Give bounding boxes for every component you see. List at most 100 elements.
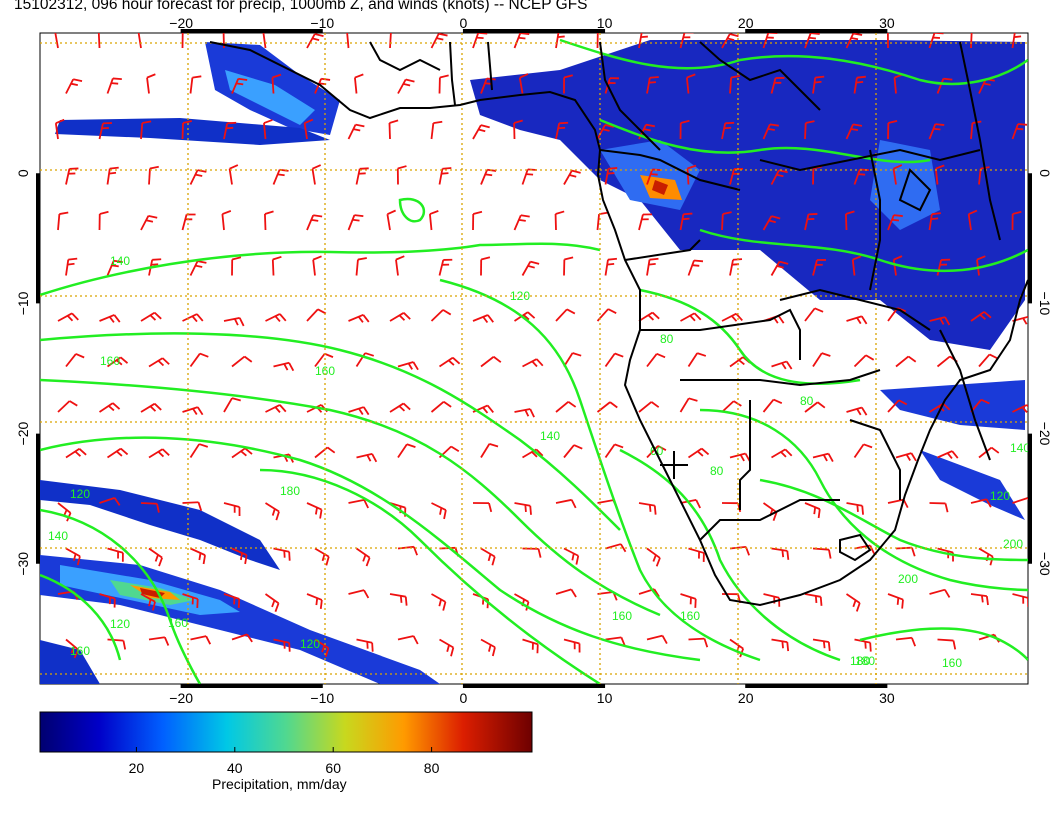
wind-barb xyxy=(182,406,204,416)
wind-barb xyxy=(480,547,496,566)
contour-label: 180 xyxy=(855,654,875,668)
wind-barb xyxy=(348,406,370,416)
wind-barb xyxy=(970,593,989,606)
wind-barb xyxy=(221,210,232,231)
wind-barb xyxy=(98,122,113,140)
contour-label: 120 xyxy=(70,487,90,501)
lon-tick-label-top: 20 xyxy=(738,15,754,31)
wind-barb xyxy=(355,352,375,367)
location-marker xyxy=(660,451,688,479)
lat-tick-label-right: −10 xyxy=(1037,292,1053,316)
wind-barb xyxy=(148,636,170,646)
wind-barb xyxy=(271,255,282,276)
wind-barb xyxy=(892,164,903,185)
lat-lon-grid xyxy=(40,33,1028,684)
contour-label: 140 xyxy=(110,254,130,268)
wind-barb xyxy=(887,399,908,413)
wind-barb xyxy=(563,74,574,94)
chart-title: 15102312, 096 hour forecast for precip, … xyxy=(14,0,588,13)
wind-barb xyxy=(771,638,790,652)
wind-barb xyxy=(438,167,452,185)
wind-barb xyxy=(638,401,660,413)
wind-barb xyxy=(98,402,121,413)
wind-barb xyxy=(106,259,123,276)
wind-barb xyxy=(262,33,267,49)
wind-barb xyxy=(106,447,129,459)
wind-barb xyxy=(65,638,80,659)
wind-barb xyxy=(57,400,78,413)
lat-tick-label-left: −20 xyxy=(15,422,31,446)
wind-barb xyxy=(348,499,369,509)
contour-labels: 140 120 160 160 180 140 120 80 160 140 120 160 180 16… xyxy=(48,254,1028,670)
wind-barb xyxy=(439,356,461,368)
wind-barb xyxy=(231,77,248,94)
wind-barb xyxy=(65,353,85,368)
wind-barb xyxy=(680,593,697,608)
wind-barb xyxy=(354,73,364,94)
lat-tick-label-left: −10 xyxy=(15,291,31,315)
contour-label: 120 xyxy=(110,617,130,631)
wind-barb xyxy=(431,502,447,520)
wind-barb xyxy=(356,638,374,652)
wind-barb xyxy=(480,256,491,276)
wind-barb xyxy=(687,447,710,459)
wind-barb xyxy=(845,593,861,612)
wind-barb xyxy=(181,33,184,49)
wind-barb xyxy=(555,121,569,140)
wind-barb xyxy=(596,33,599,49)
wind-barb xyxy=(231,633,253,643)
wind-barb xyxy=(148,357,170,368)
contour-label: 200 xyxy=(898,572,918,586)
contour-label: 160 xyxy=(315,364,335,378)
wind-barb xyxy=(563,444,583,459)
wind-barb xyxy=(97,33,101,49)
wind-barb xyxy=(604,257,618,276)
wind-barb xyxy=(472,502,493,513)
wind-barb xyxy=(57,312,79,322)
lon-tick-label-top: 30 xyxy=(879,15,895,31)
wind-barb xyxy=(646,257,659,276)
wind-barb xyxy=(306,502,323,519)
wind-barb xyxy=(687,352,707,367)
contour-label: 180 xyxy=(280,484,300,498)
wind-barb xyxy=(604,443,624,459)
wind-barb xyxy=(688,637,709,648)
wind-barb xyxy=(812,638,831,652)
wind-barb xyxy=(771,448,793,459)
wind-barb xyxy=(929,502,949,513)
wind-barb xyxy=(264,593,280,612)
wind-barb xyxy=(314,638,330,657)
wind-barb xyxy=(231,447,253,459)
wind-barb xyxy=(895,355,917,368)
wind-barb xyxy=(638,213,652,231)
wind-barb xyxy=(264,210,274,231)
wind-barb xyxy=(189,352,209,368)
contour-label: 140 xyxy=(48,529,68,543)
wind-barb xyxy=(970,33,973,49)
wind-barb xyxy=(679,212,693,231)
wind-barb xyxy=(389,33,392,49)
wind-barb xyxy=(514,502,532,515)
contour-label: 120 xyxy=(300,637,320,651)
wind-barb xyxy=(231,355,253,368)
wind-barb xyxy=(311,164,322,185)
wind-barb xyxy=(845,33,863,49)
wind-barb xyxy=(605,636,626,647)
contour-label: 160 xyxy=(70,644,90,658)
wind-barb xyxy=(804,213,818,231)
wind-barb xyxy=(721,33,739,49)
wind-barb xyxy=(846,315,868,325)
wind-barb xyxy=(99,593,116,608)
wind-barb xyxy=(646,445,667,459)
wind-barb xyxy=(347,123,365,140)
wind-barb xyxy=(812,259,827,276)
wind-barb xyxy=(148,448,170,459)
wind-barb xyxy=(771,547,790,560)
wind-barb xyxy=(223,121,237,140)
wind-barb xyxy=(306,214,323,231)
wind-barb xyxy=(65,448,87,459)
wind-barb xyxy=(892,255,903,276)
wind-barb xyxy=(189,75,202,94)
wind-barb xyxy=(812,452,834,462)
wind-barb xyxy=(804,33,820,49)
